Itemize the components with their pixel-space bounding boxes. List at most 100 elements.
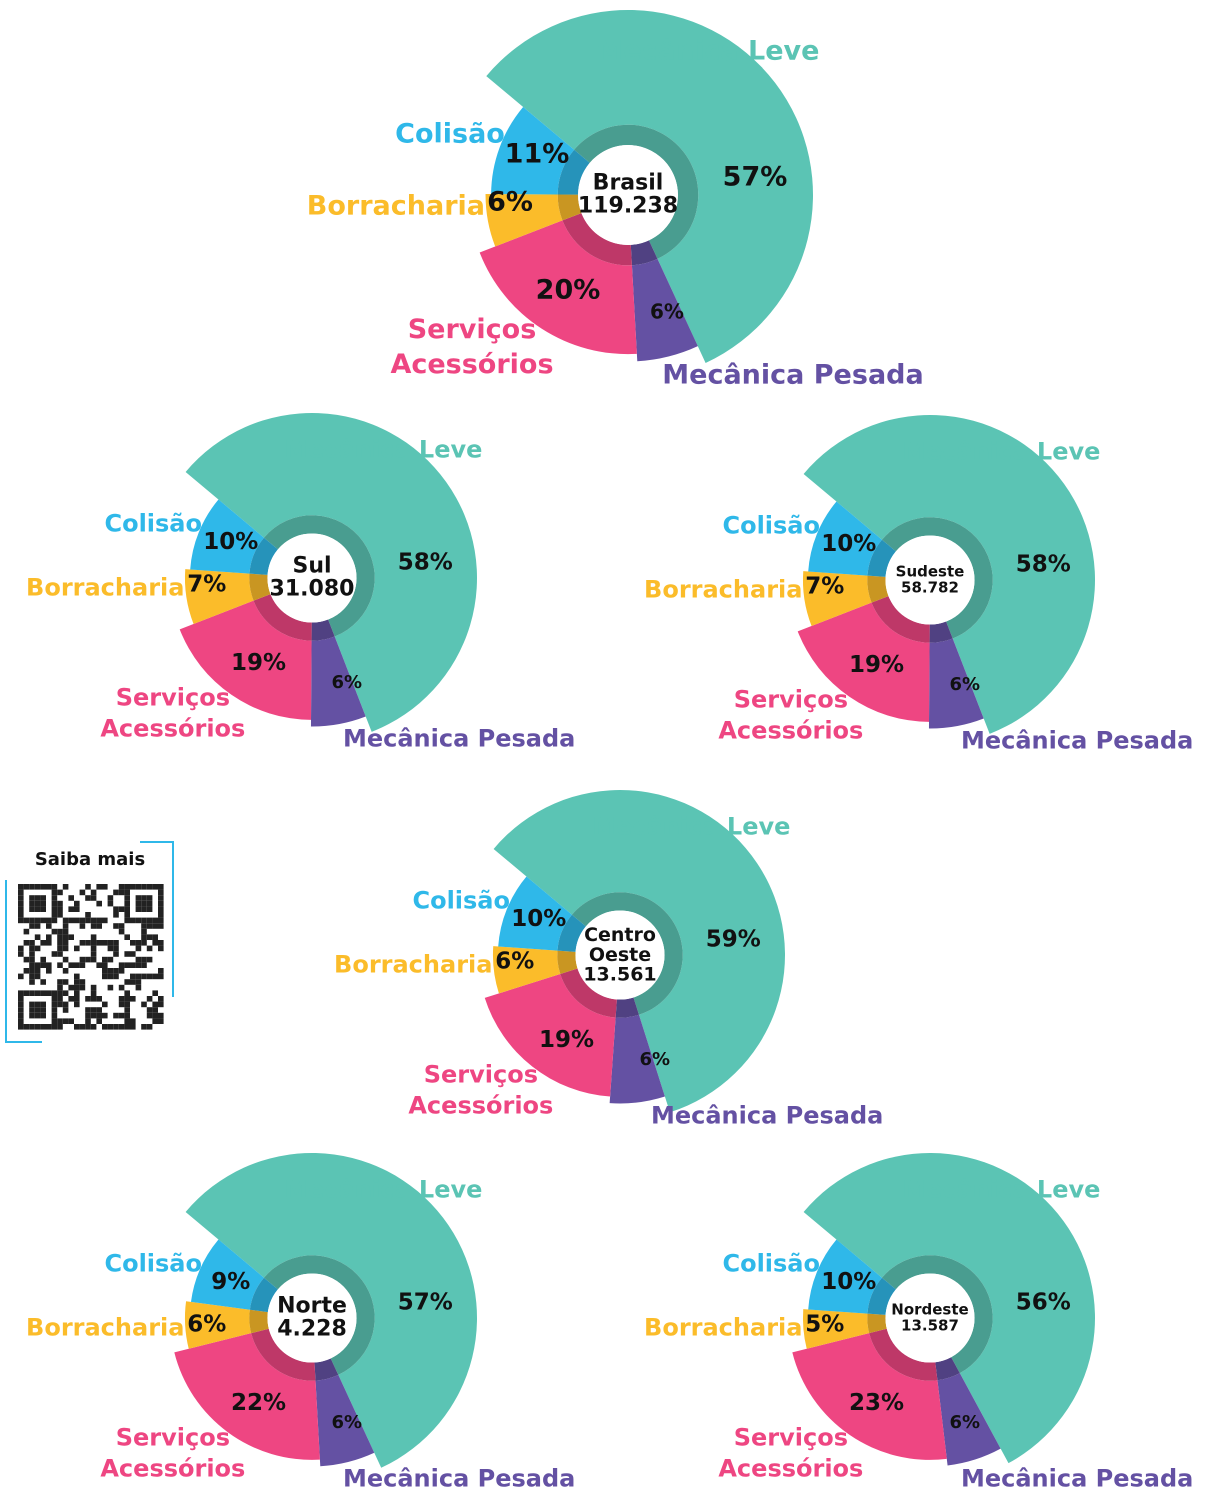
category-label: Borracharia: [26, 574, 184, 602]
qr-cell: [23, 940, 30, 946]
qr-cell: [146, 973, 153, 980]
qr-cell: [51, 996, 58, 1002]
qr-label: Saiba mais: [35, 849, 145, 870]
qr-cell: [146, 956, 153, 963]
qr-cell: [57, 990, 63, 996]
qr-cell: [34, 895, 41, 901]
qr-cell: [146, 1024, 153, 1030]
qr-cell: [51, 889, 58, 896]
qr-cell: [124, 912, 130, 918]
qr-cell: [158, 923, 164, 929]
category-label: Mecânica Leve: [592, 812, 790, 840]
value-label: 20%: [536, 275, 601, 306]
category-label: Borracharia: [307, 191, 485, 222]
pie-chart: Mecânica Leve 57% Mecânica Pesada 6% Serviço…: [26, 1153, 575, 1492]
inner-ring: [935, 1357, 960, 1381]
qr-cell: [113, 945, 119, 952]
qr-cell: [18, 1024, 24, 1030]
qr-cell: [141, 1024, 147, 1030]
qr-cell: [74, 1024, 80, 1030]
pie-slice: [493, 790, 786, 1113]
qr-cell: [96, 1018, 102, 1024]
qr-cell: [85, 940, 91, 946]
qr-cell: [74, 900, 80, 907]
qr-cell: [40, 1007, 46, 1013]
qr-cell: [158, 912, 164, 918]
center-title: Norte: [277, 1293, 347, 1318]
qr-cell: [57, 889, 63, 896]
qr-cell: [152, 1001, 158, 1008]
qr-cell: [57, 928, 63, 935]
value-label: 6%: [950, 1412, 981, 1433]
qr-cell: [118, 928, 125, 935]
pie-slice: [190, 499, 264, 574]
qr-cell: [152, 917, 158, 924]
qr-cell: [29, 923, 35, 929]
category-label: Serviços Acessórios: [390, 314, 553, 380]
qr-cell: [18, 1018, 24, 1024]
qr-cell: [68, 996, 74, 1002]
qr-cell: [29, 968, 35, 974]
qr-cell: [79, 956, 86, 963]
qr-cell: [90, 923, 97, 929]
qr-cell: [107, 968, 114, 974]
qr-cell: [130, 884, 136, 890]
qr-cell: [40, 956, 46, 963]
qr-cell: [96, 1007, 102, 1013]
qr-cell: [18, 906, 24, 912]
qr-cell: [146, 906, 153, 912]
qr-cell: [124, 990, 130, 996]
qr-cell: [23, 884, 30, 890]
value-label: 58%: [398, 549, 453, 575]
qr-cell: [79, 984, 86, 991]
qr-cell: [29, 956, 35, 963]
qr-cell: [141, 928, 147, 935]
category-label: Borracharia: [644, 576, 802, 604]
qr-cell: [135, 984, 142, 991]
qr-cell: [113, 906, 119, 912]
inner-ring: [867, 1313, 887, 1334]
qr-cell: [51, 895, 58, 901]
category-label: Colisão: [104, 509, 202, 537]
qr-cell: [96, 900, 102, 907]
qr-cell: [158, 1018, 164, 1024]
qr-cell: [135, 900, 142, 907]
qr-cell: [57, 979, 63, 985]
qr-cell: [102, 884, 108, 890]
pie-slice: [190, 1239, 264, 1310]
center-title: Nordeste: [891, 1301, 968, 1319]
qr-cell: [124, 1012, 130, 1019]
qr-cell: [135, 956, 142, 963]
qr-cell: [79, 962, 86, 968]
category-label: Colisão: [395, 119, 505, 150]
qr-cell: [79, 923, 86, 929]
qr-cell: [113, 973, 119, 980]
qr-cell: [107, 984, 114, 991]
qr-cell: [107, 956, 114, 963]
qr-cell: [18, 1001, 24, 1008]
value-label: 57%: [723, 162, 788, 193]
qr-cell: [141, 917, 147, 924]
value-label: 57%: [398, 1289, 453, 1315]
inner-ring: [249, 1309, 269, 1334]
inner-ring: [557, 914, 586, 952]
qr-cell: [135, 979, 142, 985]
category-label: Mecânica Pesada: [343, 1464, 575, 1492]
pie-slice: [492, 946, 561, 994]
qr-cell: [74, 973, 80, 980]
value-label: 11%: [505, 139, 570, 170]
qr-cell: [130, 951, 136, 957]
qr-cell: [85, 895, 91, 901]
center-circle: [885, 1273, 975, 1363]
value-label: 19%: [231, 650, 286, 676]
qr-cell: [85, 1024, 91, 1030]
qr-cell: [62, 1001, 69, 1008]
qr-cell: [90, 951, 97, 957]
qr-cell: [141, 973, 147, 980]
qr-cell: [85, 1012, 91, 1019]
qr-cell: [46, 940, 52, 946]
qr-cell: [51, 990, 58, 996]
qr-cell: [74, 962, 80, 968]
qr-cell: [18, 973, 24, 980]
qr-cell: [146, 917, 153, 924]
